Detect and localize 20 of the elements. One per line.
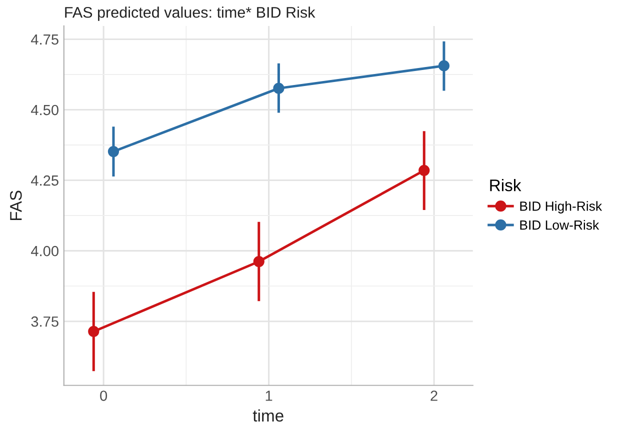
y-tick-label: 4.00 xyxy=(30,246,58,256)
point xyxy=(418,164,430,176)
point xyxy=(88,326,100,338)
legend-title: Risk xyxy=(490,179,522,192)
chart-title: FAS predicted values: time* BID Risk xyxy=(65,6,316,21)
x-tick-label: 1 xyxy=(266,390,272,401)
y-tick-label: 4.50 xyxy=(30,104,58,116)
legend-label: BID High-Risk xyxy=(520,201,602,214)
x-tick-label: 0 xyxy=(100,390,108,401)
y-tick-label: 4.75 xyxy=(30,34,58,45)
point xyxy=(108,146,120,158)
x-axis-title: time xyxy=(252,409,284,422)
y-tick-label: 4.25 xyxy=(30,175,58,186)
legend-label: BID Low-Risk xyxy=(520,220,600,230)
x-tick-label: 2 xyxy=(430,390,438,401)
y-tick-label: 3.75 xyxy=(31,316,58,327)
point xyxy=(273,82,284,94)
point xyxy=(253,256,264,268)
y-axis-title: FAS xyxy=(10,190,22,220)
point xyxy=(438,60,450,72)
